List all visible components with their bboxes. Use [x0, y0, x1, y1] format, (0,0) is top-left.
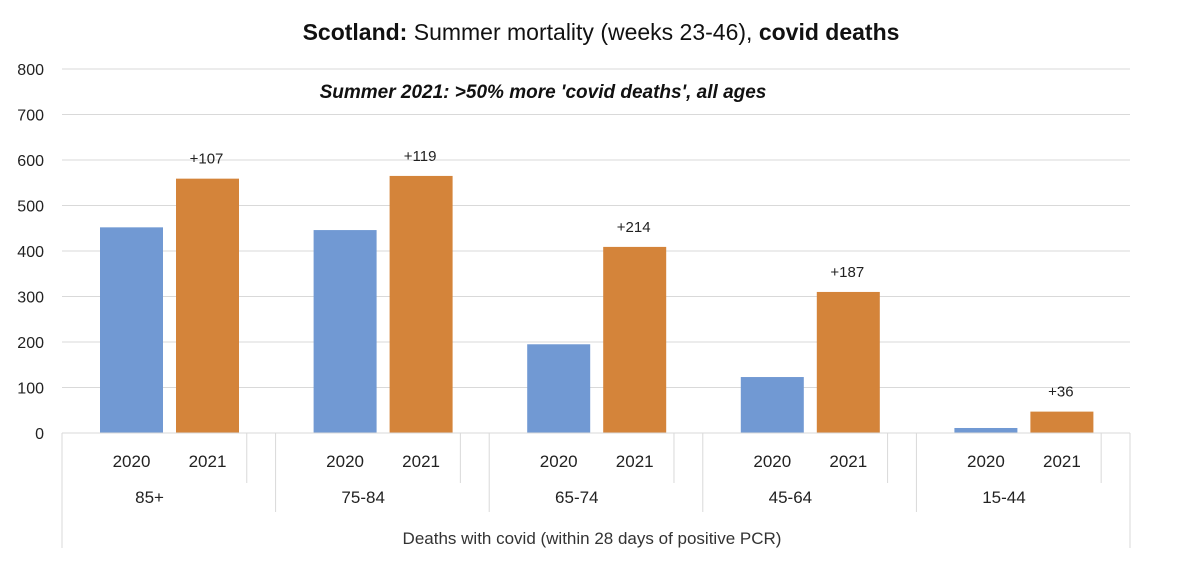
data-labels: +107 +119 +214 +187 +36 — [190, 148, 1074, 401]
data-label: +214 — [617, 219, 651, 236]
chart-title-suffix: covid deaths — [759, 19, 900, 45]
x-tick-label-year: 2020 — [753, 452, 791, 471]
x-group-label: 65-74 — [555, 488, 598, 507]
y-tick-label: 400 — [17, 244, 44, 261]
x-tick-label-year: 2020 — [540, 452, 578, 471]
y-tick-label: 0 — [35, 426, 44, 443]
data-label: +119 — [404, 148, 437, 165]
bar-2021-85+ — [176, 178, 239, 433]
y-tick-label: 600 — [17, 153, 44, 170]
bar-2021-65-74 — [603, 246, 667, 433]
x-group-label: 45-64 — [769, 488, 812, 507]
chart-annotation: Summer 2021: >50% more 'covid deaths', a… — [320, 82, 767, 103]
y-axis-ticks: 0 100 200 300 400 500 600 700 800 — [17, 62, 44, 443]
bar-2021-15-44 — [1030, 411, 1094, 433]
bar-2020-85+ — [100, 227, 163, 433]
y-tick-label: 300 — [17, 290, 44, 307]
bar-2021-45-64 — [816, 291, 880, 433]
x-tick-label-year: 2021 — [829, 452, 867, 471]
bar-2021-75-84 — [389, 175, 453, 434]
gridlines — [62, 68, 1130, 388]
bar-2020-15-44 — [954, 427, 1018, 433]
x-tick-label-year: 2020 — [967, 452, 1005, 471]
bars — [100, 175, 1094, 434]
x-axis-title: Deaths with covid (within 28 days of pos… — [403, 529, 782, 548]
x-tick-label-year: 2020 — [113, 452, 151, 471]
data-label: +187 — [830, 264, 864, 281]
bar-2020-65-74 — [527, 344, 591, 433]
bar-2020-75-84 — [313, 230, 377, 433]
y-tick-label: 200 — [17, 335, 44, 352]
x-tick-label-year: 2021 — [189, 452, 227, 471]
data-label: +107 — [190, 151, 224, 168]
bar-2020-45-64 — [740, 377, 804, 433]
y-tick-label: 500 — [17, 199, 44, 216]
x-tick-label-year: 2020 — [326, 452, 364, 471]
y-tick-label: 700 — [17, 108, 44, 125]
y-tick-label: 800 — [17, 62, 44, 79]
y-tick-label: 100 — [17, 381, 44, 398]
data-label: +36 — [1048, 384, 1073, 401]
x-group-label: 15-44 — [982, 488, 1025, 507]
x-group-label: 75-84 — [341, 488, 384, 507]
x-tick-label-year: 2021 — [402, 452, 440, 471]
x-group-label: 85+ — [135, 488, 164, 507]
chart-title-middle: Summer mortality (weeks 23-46), — [407, 19, 758, 45]
x-tick-label-year: 2021 — [1043, 452, 1081, 471]
x-axis: 2020 2021 85+ 2020 2021 75-84 2020 2021 65-74 202… — [61, 432, 1131, 548]
chart-title: Scotland: Summer mortality (weeks 23-46)… — [303, 19, 900, 45]
x-tick-label-year: 2021 — [616, 452, 654, 471]
chart-title-prefix: Scotland: — [303, 19, 408, 45]
